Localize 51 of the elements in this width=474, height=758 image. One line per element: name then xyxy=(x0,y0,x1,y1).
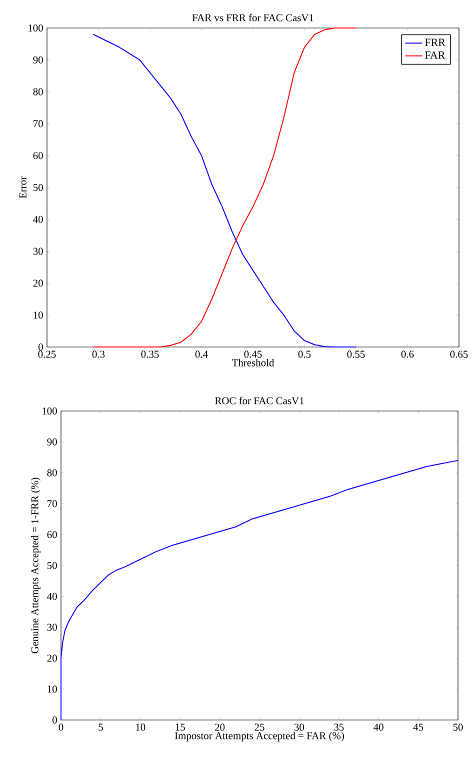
x-tick-label: 5 xyxy=(98,724,103,731)
x-tick-label: 0.5 xyxy=(298,350,311,358)
y-tick-label: 20 xyxy=(33,280,43,287)
y-tick-label: 70 xyxy=(48,500,57,508)
y-tick-label: 70 xyxy=(34,120,43,128)
y-tick-label: 100 xyxy=(28,24,43,32)
x-tick-label: 0 xyxy=(58,724,64,731)
x-tick-label: 0.6 xyxy=(401,350,414,358)
legend-label: FRR xyxy=(424,38,446,46)
x-tick-label: 10 xyxy=(136,724,146,731)
y-tick-label: 10 xyxy=(34,312,43,319)
x-tick-label: 15 xyxy=(176,724,185,731)
x-tick-label: 0.3 xyxy=(92,350,105,358)
line-series xyxy=(60,460,458,720)
x-tick-label: 30 xyxy=(294,724,304,731)
y-tick-label: 10 xyxy=(48,686,57,693)
y-tick-label: 90 xyxy=(47,438,57,446)
x-tick-label: 0.45 xyxy=(244,350,262,358)
y-tick-label: 80 xyxy=(47,469,57,476)
x-tick-label: 0.4 xyxy=(195,350,208,358)
x-tick-label: 0.55 xyxy=(347,350,365,358)
x-tick-label: 0.35 xyxy=(141,350,159,358)
x-tick-label: 40 xyxy=(374,724,384,731)
y-axis-title: Error xyxy=(20,176,26,198)
chart-title: FAR vs FRR for FAC CasV1 xyxy=(192,14,314,22)
x-axis-title: Threshold xyxy=(232,358,274,366)
y-tick-label: 80 xyxy=(33,88,43,96)
chart-title: ROC for FAC CasV1 xyxy=(214,396,304,404)
x-tick-label: 0.25 xyxy=(38,350,56,358)
y-tick-label: 100 xyxy=(42,407,57,415)
x-tick-label: 0.65 xyxy=(450,350,468,358)
x-tick-label: 50 xyxy=(453,724,463,731)
y-tick-label: 60 xyxy=(47,531,57,538)
y-tick-label: 60 xyxy=(33,152,43,160)
x-tick-label: 25 xyxy=(254,724,264,731)
y-tick-label: 50 xyxy=(47,562,57,570)
x-tick-label: 45 xyxy=(413,724,424,731)
x-axis-title: Impostor Attempts Accepted = FAR (%) xyxy=(174,732,344,742)
y-axis-title: Genuine Attempts Accepted = 1-FRR (%) xyxy=(30,478,40,654)
y-tick-label: 40 xyxy=(47,592,57,600)
y-tick-label: 40 xyxy=(33,216,43,223)
legend-label: FAR xyxy=(424,51,446,59)
y-tick-label: 90 xyxy=(33,56,43,64)
y-tick-label: 0 xyxy=(38,343,43,351)
y-tick-label: 30 xyxy=(47,624,57,631)
y-tick-label: 0 xyxy=(52,716,57,724)
y-tick-label: 30 xyxy=(33,248,43,255)
x-tick-label: 20 xyxy=(215,724,225,731)
y-tick-label: 50 xyxy=(33,184,43,192)
x-tick-label: 35 xyxy=(334,724,344,731)
y-tick-label: 20 xyxy=(47,654,57,662)
